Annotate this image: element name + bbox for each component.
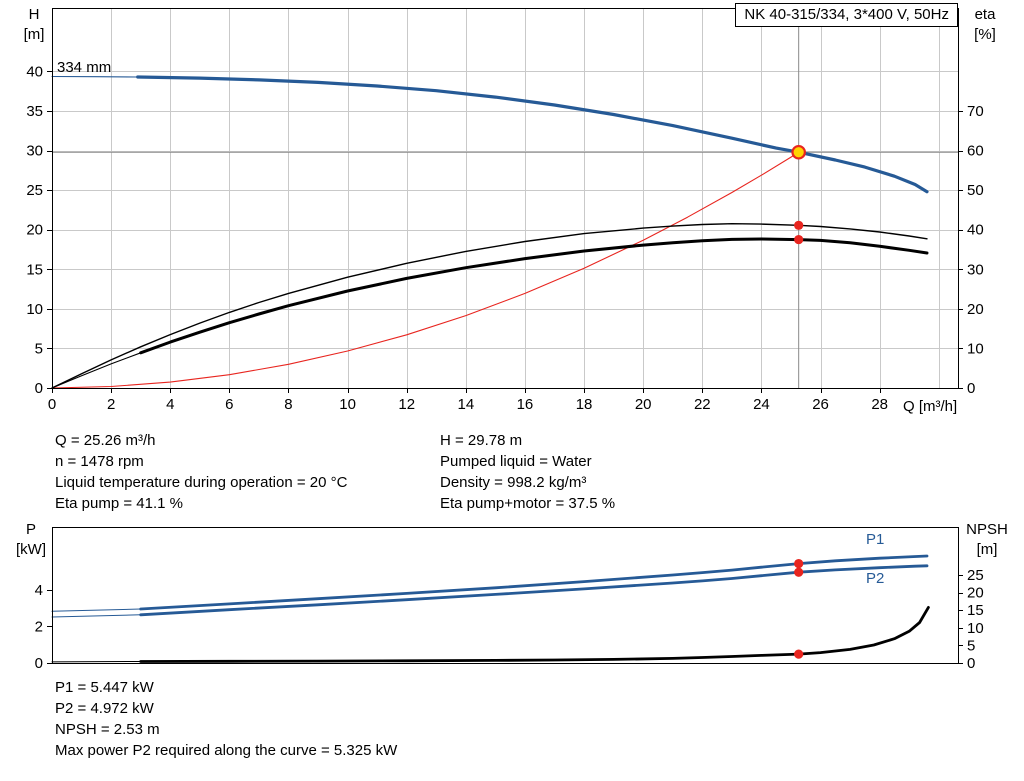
svg-text:6: 6 <box>225 396 233 413</box>
svg-text:70: 70 <box>967 103 984 120</box>
info-line-max-power: Max power P2 required along the curve = … <box>55 742 398 759</box>
info-line-eta-pump: Eta pump = 41.1 % <box>55 495 183 512</box>
p-axis-unit: [kW] <box>16 541 46 558</box>
svg-text:0: 0 <box>967 380 975 397</box>
svg-text:35: 35 <box>26 103 43 120</box>
p2-curve <box>139 564 929 617</box>
svg-text:16: 16 <box>517 396 534 413</box>
svg-text:20: 20 <box>26 222 43 239</box>
svg-text:20: 20 <box>635 396 652 413</box>
svg-text:25: 25 <box>26 182 43 199</box>
p1-curve-lead <box>51 608 142 612</box>
svg-text:50: 50 <box>967 182 984 199</box>
duty-point-dot <box>794 567 804 577</box>
svg-text:30: 30 <box>26 143 43 160</box>
svg-text:2: 2 <box>107 396 115 413</box>
p-axis-title: P [kW] <box>8 520 54 560</box>
npsh-axis-symbol: NPSH <box>966 521 1008 538</box>
info-line-density: Density = 998.2 kg/m³ <box>440 474 587 491</box>
impeller-diameter-label: 334 mm <box>57 59 112 76</box>
operating-data-left: Q = 25.26 m³/h n = 1478 rpm Liquid tempe… <box>55 430 347 514</box>
info-line-p2: P2 = 4.972 kW <box>55 700 154 717</box>
svg-text:12: 12 <box>398 396 415 413</box>
eta-pump-motor-curve <box>139 237 929 355</box>
svg-text:40: 40 <box>26 63 43 80</box>
svg-text:0: 0 <box>35 380 43 397</box>
eta-pump-curve <box>51 223 928 389</box>
svg-text:20: 20 <box>967 585 984 602</box>
svg-text:60: 60 <box>967 143 984 160</box>
h-axis-title: H [m] <box>14 5 54 45</box>
info-line-npsh: NPSH = 2.53 m <box>55 721 160 738</box>
svg-text:4: 4 <box>35 582 43 599</box>
eta-axis-symbol: eta <box>974 6 996 23</box>
svg-text:5: 5 <box>967 637 975 654</box>
pump-model-label: NK 40-315/334, 3*400 V, 50Hz <box>744 6 949 23</box>
svg-text:0: 0 <box>48 396 56 413</box>
svg-text:25: 25 <box>967 567 984 584</box>
qh-curve-lead <box>51 75 139 78</box>
power-data-block: P1 = 5.447 kW P2 = 4.972 kW NPSH = 2.53 … <box>55 677 397 761</box>
operating-data-right: H = 29.78 m Pumped liquid = Water Densit… <box>440 430 615 514</box>
svg-text:10: 10 <box>967 620 984 637</box>
eta-axis-title: eta [%] <box>962 5 1008 45</box>
p1-curve <box>139 554 929 611</box>
power-npsh-chart-frame <box>52 527 959 664</box>
duty-point-dot <box>794 220 804 230</box>
svg-text:24: 24 <box>753 396 770 413</box>
p1-curve-label: P1 <box>866 531 885 548</box>
svg-text:26: 26 <box>812 396 829 413</box>
svg-text:40: 40 <box>967 222 984 239</box>
npsh-curve <box>139 606 930 663</box>
svg-text:22: 22 <box>694 396 711 413</box>
svg-text:4: 4 <box>166 396 174 413</box>
info-line-eta-pump-motor: Eta pump+motor = 37.5 % <box>440 495 616 512</box>
info-line-n: n = 1478 rpm <box>55 453 144 470</box>
svg-text:10: 10 <box>26 301 43 318</box>
svg-text:0: 0 <box>35 655 43 672</box>
svg-text:14: 14 <box>457 396 474 413</box>
duty-point-dot <box>794 649 804 659</box>
info-line-h: H = 29.78 m <box>440 432 523 449</box>
qh-eta-chart-frame <box>52 8 959 389</box>
svg-text:10: 10 <box>339 396 356 413</box>
eta-axis-unit: [%] <box>974 26 996 43</box>
svg-text:15: 15 <box>967 602 984 619</box>
duty-point-dot <box>794 234 804 245</box>
svg-text:0: 0 <box>967 655 975 672</box>
h-axis-unit: [m] <box>23 26 45 43</box>
info-line-liquid-temp: Liquid temperature during operation = 20… <box>55 474 348 491</box>
svg-text:5: 5 <box>35 340 43 357</box>
svg-text:8: 8 <box>284 396 292 413</box>
svg-text:10: 10 <box>967 340 984 357</box>
p-axis-symbol: P <box>25 521 36 538</box>
svg-text:20: 20 <box>967 301 984 318</box>
npsh-axis-unit: [m] <box>976 541 998 558</box>
npsh-axis-title: NPSH [m] <box>956 520 1018 560</box>
svg-text:2: 2 <box>35 618 43 635</box>
h-axis-symbol: H <box>28 6 40 23</box>
qh-curve <box>136 75 929 194</box>
svg-text:15: 15 <box>26 261 43 278</box>
svg-text:28: 28 <box>871 396 888 413</box>
duty-point-dot <box>794 558 804 569</box>
svg-text:18: 18 <box>576 396 593 413</box>
svg-text:30: 30 <box>967 261 984 278</box>
eta-pump-motor-curve-lead <box>51 352 142 389</box>
info-line-p1: P1 = 5.447 kW <box>55 679 154 696</box>
system-curve <box>51 151 800 389</box>
p2-curve-lead <box>51 614 142 618</box>
q-axis-title: Q [m³/h] <box>903 398 958 415</box>
duty-point-marker <box>791 144 806 160</box>
p2-curve-label: P2 <box>866 570 885 587</box>
info-line-pumped-liquid: Pumped liquid = Water <box>440 453 592 470</box>
pump-model-box: NK 40-315/334, 3*400 V, 50Hz <box>735 3 958 27</box>
info-line-q: Q = 25.26 m³/h <box>55 432 156 449</box>
